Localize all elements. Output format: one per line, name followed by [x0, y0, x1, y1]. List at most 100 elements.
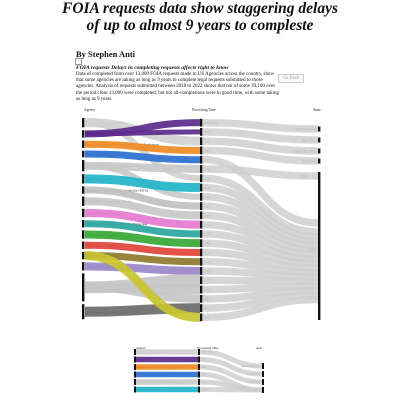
time-state-flow — [203, 188, 318, 237]
agency-node — [82, 304, 84, 319]
time-state-flow — [203, 252, 318, 268]
time-label: 1271 — [204, 232, 211, 236]
agency-label-2: Executive Office for US Attorneys — [137, 380, 179, 384]
agency-node-2 — [134, 357, 136, 363]
time-state-flow — [203, 160, 318, 223]
time-label: 1816 — [204, 186, 211, 190]
agency-time-flow — [85, 123, 200, 134]
time-node — [200, 221, 202, 229]
time-label-2: 2947 — [201, 365, 208, 369]
time-node — [200, 239, 202, 247]
time-label: 868 — [204, 297, 209, 301]
agency-label: Metropolitan Transportation Authority (M… — [86, 188, 149, 192]
time-state-flow-2 — [200, 382, 262, 390]
time-node — [200, 147, 202, 155]
agency-time-flow — [85, 280, 200, 287]
agency-label: Department of HUD All Aimed Services — [86, 310, 142, 314]
agency-label: San Fran — [86, 132, 98, 136]
time-node — [200, 230, 202, 238]
time-label-2: 3287 Days — [201, 350, 215, 354]
time-node-2 — [198, 372, 200, 378]
agency-node — [82, 262, 84, 270]
time-state-flow — [203, 169, 318, 176]
state-label-2: Tennessee — [247, 388, 261, 392]
agency-time-flow — [85, 266, 200, 271]
time-label: 1230 — [204, 251, 211, 255]
agency-label: Department of State — [86, 177, 114, 181]
state-label: West Warwick — [295, 127, 316, 131]
agency-time-flow — [85, 132, 200, 134]
agency-time-flow — [85, 287, 200, 298]
agency-time-flow — [85, 166, 200, 169]
time-label: 3287 Days — [204, 121, 219, 125]
agency-label: Executive Office for United States Attor… — [86, 164, 148, 168]
state-node — [318, 149, 320, 154]
agency-time-flow — [85, 287, 200, 289]
agency-node — [82, 151, 84, 158]
time-label: 1653 — [204, 204, 211, 208]
agency-label: United States Air Force Academy — [86, 200, 132, 204]
time-node-2 — [198, 349, 200, 355]
sankey-second-group: Agency Processing Time Area U.S. Department… — [134, 346, 264, 393]
article-body: Data of completed from over 13,000 FOIA … — [76, 72, 281, 103]
time-label: 612 — [204, 306, 209, 310]
agency-time-flow — [85, 179, 200, 188]
time-label-2: 2752 — [201, 380, 208, 384]
agency-time-flow — [85, 154, 200, 160]
agency-label: West Warwick Public Schools — [86, 152, 127, 156]
state-label-2: New York — [247, 372, 260, 376]
time-state-flow — [203, 197, 318, 241]
time-node — [200, 258, 202, 266]
agency-node — [82, 242, 84, 249]
time-node — [200, 184, 202, 192]
agency-label: Department of Commerce — [86, 254, 122, 258]
time-state-flow-2 — [200, 352, 262, 366]
time-node-2 — [198, 357, 200, 363]
agency-time-flow — [85, 308, 200, 312]
state-column-label: State — [313, 108, 321, 112]
time-node — [200, 137, 202, 145]
time-label-2: 2738 — [201, 388, 208, 392]
agency-node — [82, 160, 84, 171]
state-label: Tennessee — [301, 159, 316, 163]
time-state-flow-2 — [200, 360, 262, 375]
time-state-flow — [203, 243, 318, 263]
agency-label: Bureau of Alcohol, Tobacco, Firearms and… — [86, 143, 160, 148]
agency-node — [82, 197, 84, 206]
state-node — [318, 172, 320, 180]
agency-time-flow — [85, 190, 200, 206]
state-node-2 — [262, 387, 264, 393]
agency-label-2: San Fran — [137, 358, 148, 362]
time-state-flow — [203, 295, 318, 308]
state-column-label-2: Area — [256, 346, 263, 350]
state-node — [318, 159, 320, 164]
state-label: USA — [309, 248, 317, 252]
go-back-button[interactable]: Go Back — [278, 74, 304, 83]
agency-label: Department of Justice — [86, 244, 116, 248]
time-node — [200, 286, 202, 294]
agency-node — [82, 209, 84, 217]
time-node — [200, 267, 202, 275]
time-label: 2738 — [204, 177, 211, 181]
agency-time-flow — [85, 123, 200, 179]
agency-node — [82, 230, 84, 238]
agency-node-2 — [134, 364, 136, 370]
broken-image-icon — [75, 58, 82, 65]
agency-node — [82, 273, 84, 301]
agency-node — [82, 118, 84, 127]
time-label: 2815 — [204, 158, 211, 162]
agency-node — [82, 252, 84, 259]
agency-time-flow — [85, 224, 200, 234]
sankey-main-group: Agency Processing Time State U.S. Departmen… — [82, 108, 321, 321]
time-label: 1177 — [204, 279, 211, 283]
time-node — [200, 202, 202, 210]
time-label: 3112 — [204, 130, 211, 134]
time-label: 1644 — [204, 214, 211, 218]
time-node — [200, 313, 202, 321]
time-state-flow — [203, 150, 318, 161]
time-state-flow — [203, 132, 318, 140]
time-state-flow — [203, 206, 318, 245]
article-title: FOIA requests data show staggering delay… — [60, 0, 340, 34]
agency-time-flow — [85, 245, 200, 252]
